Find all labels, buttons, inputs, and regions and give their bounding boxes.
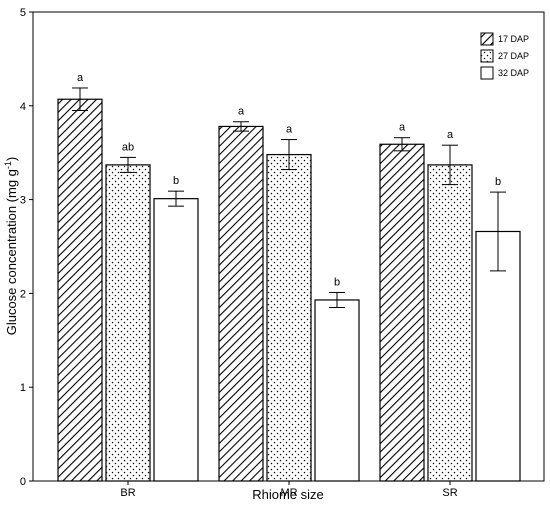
bar [153, 198, 199, 482]
bar [218, 125, 264, 482]
bar [57, 98, 103, 482]
significance-letter: a [286, 124, 293, 136]
error-bars-layer [72, 87, 506, 308]
x-tick-label: MR [280, 487, 297, 499]
significance-letter: b [334, 276, 340, 288]
significance-letter: a [77, 72, 84, 84]
significance-letter: a [238, 106, 245, 118]
bar [379, 143, 425, 482]
legend: 17 DAP 27 DAP 32 DAP [480, 32, 529, 80]
y-tick-label: 2 [20, 288, 26, 300]
legend-label: 27 DAP [498, 51, 529, 61]
legend-label: 17 DAP [498, 34, 529, 44]
y-tick-label: 4 [20, 101, 26, 113]
x-axis-title: Rhiome size [252, 487, 324, 502]
bars-layer [57, 98, 521, 482]
significance-letter: a [447, 129, 454, 141]
significance-letter: b [495, 176, 501, 188]
y-tick-label: 3 [20, 195, 26, 207]
legend-label: 32 DAP [498, 68, 529, 78]
y-tick-label: 5 [20, 7, 26, 19]
significance-letter: a [399, 122, 406, 134]
y-axis: 0 1 2 3 4 5 [20, 7, 33, 488]
bar [427, 164, 473, 482]
legend-swatch [480, 49, 494, 63]
x-tick-label: SR [442, 487, 457, 499]
y-axis-title: Glucose concentration (mg g-1) [3, 157, 19, 336]
bar [314, 299, 360, 482]
bar [105, 164, 151, 482]
significance-letter: b [173, 175, 179, 187]
bar [266, 153, 312, 482]
y-tick-label: 0 [20, 476, 26, 488]
legend-swatch [480, 32, 494, 46]
bar [475, 230, 521, 482]
significance-letter: ab [122, 141, 134, 153]
x-axis: BR MR SR [120, 481, 458, 499]
legend-swatch [480, 66, 494, 80]
x-tick-label: BR [120, 487, 135, 499]
y-tick-label: 1 [20, 382, 26, 394]
